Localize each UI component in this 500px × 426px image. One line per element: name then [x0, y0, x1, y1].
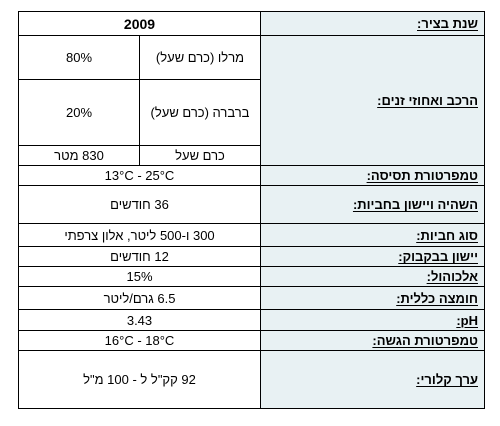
ph-label: pH: [260, 309, 485, 331]
row-ph: pH: 3.43 [18, 309, 485, 331]
row-serving-temp: טמפרטורת הגשה: 16°C - 18°C [18, 330, 485, 351]
ph-value: 3.43 [18, 309, 261, 331]
barrel-type-label: סוג חביות: [260, 223, 485, 247]
composition-label: הרכב ואחוזי זנים: [260, 35, 485, 166]
alcohol-label: אלכוהול: [260, 266, 485, 287]
row-barrel-type: סוג חביות: 300 ו-500 ליטר, אלון צרפתי [18, 223, 485, 247]
acidity-value: 6.5 גרם/ליטר [18, 286, 261, 310]
row-fermentation-temp: טמפרטורת תסיסה: 13°C - 25°C [18, 165, 485, 186]
calories-label: ערך קלורי: [260, 350, 485, 409]
serving-temp-label: טמפרטורת הגשה: [260, 330, 485, 351]
row-composition-1: הרכב ואחוזי זנים: מרלו (כרם שעל) 80% [18, 35, 485, 166]
variety-1-percent: 80% [18, 35, 140, 80]
row-alcohol: אלכוהול: 15% [18, 266, 485, 287]
row-vintage-year: שנת בציר: 2009 [18, 11, 485, 36]
barrel-type-value: 300 ו-500 ליטר, אלון צרפתי [18, 223, 261, 247]
bottle-aging-label: יישון בבקבוק: [260, 246, 485, 267]
barrel-aging-value: 36 חודשים [18, 185, 261, 224]
bottle-aging-value: 12 חודשים [18, 246, 261, 267]
row-bottle-aging: יישון בבקבוק: 12 חודשים [18, 246, 485, 267]
fermentation-temp-label: טמפרטורת תסיסה: [260, 165, 485, 186]
wine-spec-table: שנת בציר: 2009 הרכב ואחוזי זנים: מרלו (כ… [18, 11, 485, 409]
acidity-label: חומצה כללית: [260, 286, 485, 310]
row-calories: ערך קלורי: 92 קק"ל ל - 100 מ"ל [18, 350, 485, 409]
calories-value: 92 קק"ל ל - 100 מ"ל [18, 350, 261, 409]
variety-1-name: מרלו (כרם שעל) [139, 35, 261, 80]
vineyard-altitude: 830 מטר [18, 145, 140, 166]
fermentation-temp-value: 13°C - 25°C [18, 165, 261, 186]
vineyard-name: כרם שעל [139, 145, 261, 166]
variety-2-name: ברברה (כרם שעל) [139, 79, 261, 146]
row-barrel-aging: השהיה ויישון בחביות: 36 חודשים [18, 185, 485, 224]
vintage-year-label: שנת בציר: [260, 11, 485, 36]
serving-temp-value: 16°C - 18°C [18, 330, 261, 351]
vintage-year-value: 2009 [18, 11, 261, 36]
alcohol-value: 15% [18, 266, 261, 287]
barrel-aging-label: השהיה ויישון בחביות: [260, 185, 485, 224]
row-acidity: חומצה כללית: 6.5 גרם/ליטר [18, 286, 485, 310]
variety-2-percent: 20% [18, 79, 140, 146]
row-composition-2: ברברה (כרם שעל) 20% [18, 79, 485, 146]
